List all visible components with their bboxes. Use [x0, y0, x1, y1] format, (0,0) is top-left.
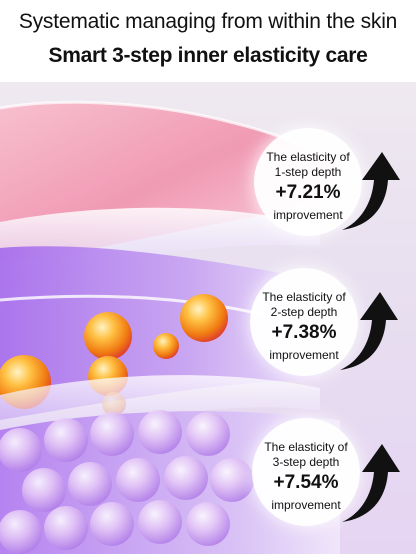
- step-1-line3: improvement: [273, 208, 343, 222]
- step-1-line1: The elasticity of: [266, 150, 350, 164]
- step-2-line1: The elasticity of: [262, 290, 346, 304]
- step-1-badge: The elasticity of 1-step depth +7.21% im…: [254, 128, 362, 236]
- page-title: Smart 3-step inner elasticity care: [48, 44, 368, 67]
- header: Systematic managing from within the skin…: [0, 0, 416, 82]
- step-1-line2: 1-step depth: [274, 165, 342, 179]
- curved-up-arrow-icon: [340, 292, 398, 370]
- step-3-line2: 3-step depth: [272, 455, 340, 469]
- curved-up-arrow-icon: [342, 444, 400, 522]
- step-2-line2: 2-step depth: [270, 305, 338, 319]
- step-2-percent: +7.38%: [271, 322, 337, 343]
- curved-up-arrow-icon: [342, 152, 400, 230]
- step-3-percent: +7.54%: [273, 472, 339, 493]
- step-2-line3: improvement: [269, 348, 339, 362]
- page-subtitle: Systematic managing from within the skin: [18, 10, 398, 33]
- bubbles: [0, 410, 254, 554]
- step-3-line1: The elasticity of: [264, 440, 348, 454]
- step-3-line3: improvement: [271, 498, 341, 512]
- step-2-badge: The elasticity of 2-step depth +7.38% im…: [250, 268, 358, 376]
- step-1-percent: +7.21%: [275, 182, 341, 203]
- step-3-badge: The elasticity of 3-step depth +7.54% im…: [252, 418, 360, 526]
